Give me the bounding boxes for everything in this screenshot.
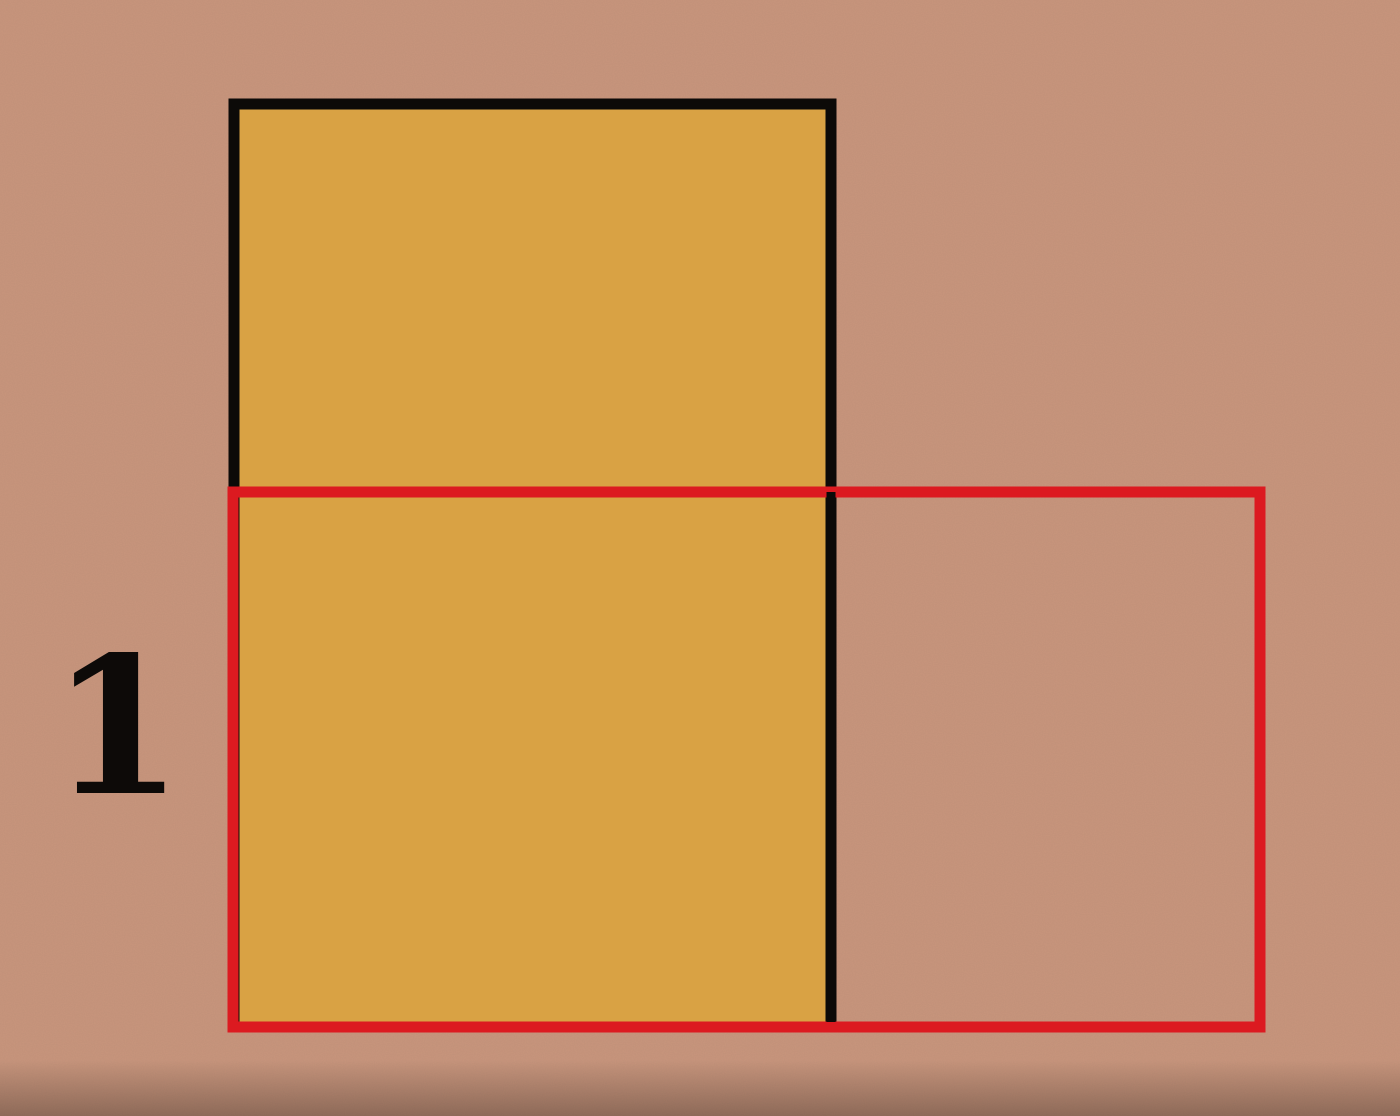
red-outline-rectangle	[227, 486, 1266, 1033]
side-length-label: 1	[50, 615, 184, 838]
filled-rectangle	[228, 98, 837, 1033]
bottom-shadow	[0, 1060, 1400, 1116]
